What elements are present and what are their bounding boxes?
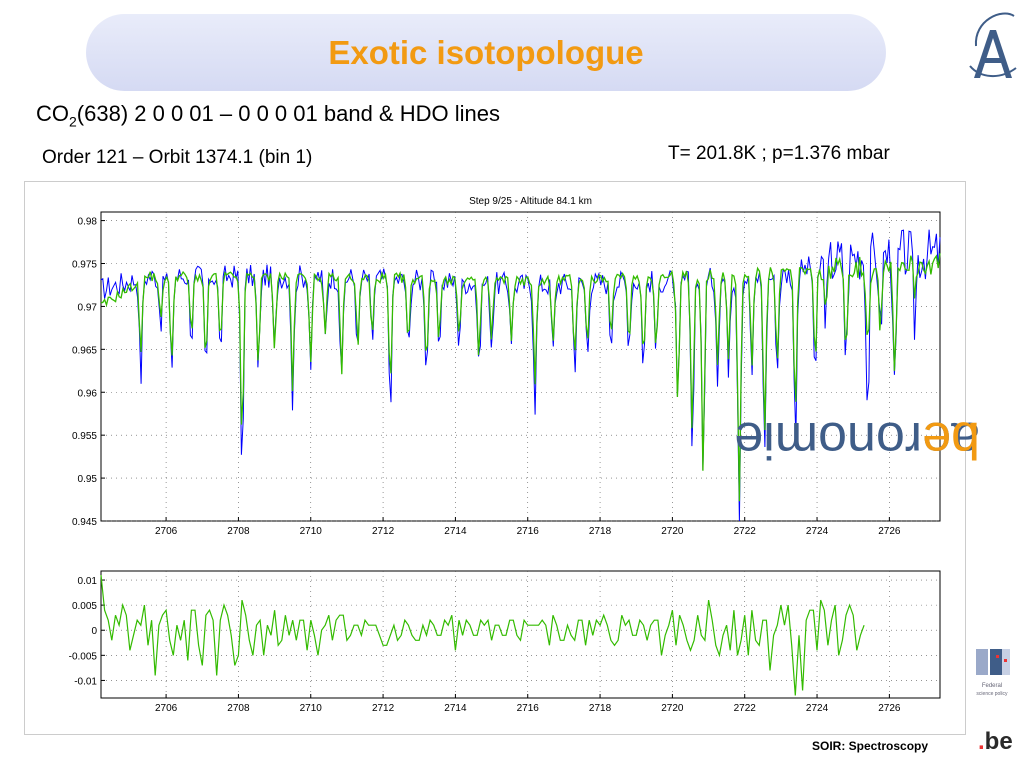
top-x-tick-label: 2710 <box>300 526 323 537</box>
slide-title: Exotic isotopologue <box>328 33 644 71</box>
residual-x-tick-label: 2718 <box>589 703 612 714</box>
residual-y-tick-label: 0.005 <box>72 601 97 612</box>
residual-x-tick-label: 2712 <box>372 703 395 714</box>
top-x-tick-label: 2706 <box>155 526 178 537</box>
spectrum-charts: 2706 2708 2710 2712 2714 2716 2718 2720 2722 2724… <box>69 196 941 714</box>
heading-co: CO <box>36 101 69 126</box>
heading-subscript: 2 <box>69 113 77 130</box>
top-plot-area <box>100 211 941 522</box>
aeronomie-emblem <box>966 6 1020 84</box>
top-x-tick-label: 2726 <box>878 526 901 537</box>
residual-y-tick-label: -0.01 <box>74 676 97 687</box>
heading-rest: (638) 2 0 0 01 – 0 0 0 01 band & HDO lin… <box>76 101 500 126</box>
top-y-tick-label: 0.955 <box>72 431 97 442</box>
residual-x-tick-label: 2710 <box>300 703 323 714</box>
top-x-tick-label: 2712 <box>372 526 395 537</box>
residual-x-tick-label: 2726 <box>878 703 901 714</box>
residual-y-tick-label: 0 <box>91 626 97 637</box>
top-y-tick-label: 0.945 <box>72 517 97 528</box>
residual-x-tick-label: 2708 <box>227 703 250 714</box>
residual-x-tick-label: 2722 <box>734 703 757 714</box>
footer-label: SOIR: Spectroscopy <box>812 739 929 753</box>
top-x-tick-label: 2708 <box>227 526 250 537</box>
top-x-tick-label: 2716 <box>517 526 540 537</box>
residual-line <box>100 574 865 696</box>
top-y-tick-label: 0.95 <box>78 474 98 485</box>
fitted-spectrum-line <box>100 253 941 502</box>
top-y-tick-label: 0.97 <box>78 302 98 313</box>
be-logo-dot: . <box>978 728 985 755</box>
top-x-tick-label: 2722 <box>734 526 757 537</box>
top-x-tick-label: 2718 <box>589 526 612 537</box>
residual-x-tick-label: 2724 <box>806 703 829 714</box>
chart-frame: 2706 2708 2710 2712 2714 2716 2718 2720 2722 2724… <box>24 181 966 735</box>
title-banner: Exotic isotopologue <box>86 14 886 91</box>
be-logo: .be <box>978 728 1013 756</box>
fed-logo-line1: Federal <box>982 683 1002 689</box>
top-y-tick-label: 0.96 <box>78 388 98 399</box>
conditions-label: T= 201.8K ; p=1.376 mbar <box>668 143 890 164</box>
top-y-tick-label: 0.975 <box>72 260 97 271</box>
top-chart-title: Step 9/25 - Altitude 84.1 km <box>469 196 592 207</box>
top-y-tick-label: 0.98 <box>78 217 98 228</box>
be-logo-text: be <box>984 728 1013 755</box>
top-x-tick-label: 2724 <box>806 526 829 537</box>
top-x-tick-label: 2714 <box>444 526 467 537</box>
wordmark-suffix: be <box>922 411 980 469</box>
fed-logo-line2: science policy <box>976 691 1008 697</box>
top-x-tick-label: 2720 <box>661 526 684 537</box>
orbit-subheading: Order 121 – Orbit 1374.1 (bin 1) <box>42 147 313 168</box>
residual-x-tick-label: 2706 <box>155 703 178 714</box>
residual-plot-area <box>100 570 941 699</box>
top-y-tick-label: 0.965 <box>72 345 97 356</box>
band-heading: CO2(638) 2 0 0 01 – 0 0 0 01 band & HDO … <box>36 101 500 129</box>
residual-y-tick-label: 0.01 <box>78 576 98 587</box>
residual-x-tick-label: 2716 <box>517 703 540 714</box>
residual-y-tick-label: -0.005 <box>69 651 98 662</box>
observed-spectrum-line <box>100 229 941 522</box>
residual-x-tick-label: 2714 <box>444 703 467 714</box>
residual-x-tick-label: 2720 <box>661 703 684 714</box>
federal-science-policy-logo: Federal science policy <box>968 645 1016 701</box>
